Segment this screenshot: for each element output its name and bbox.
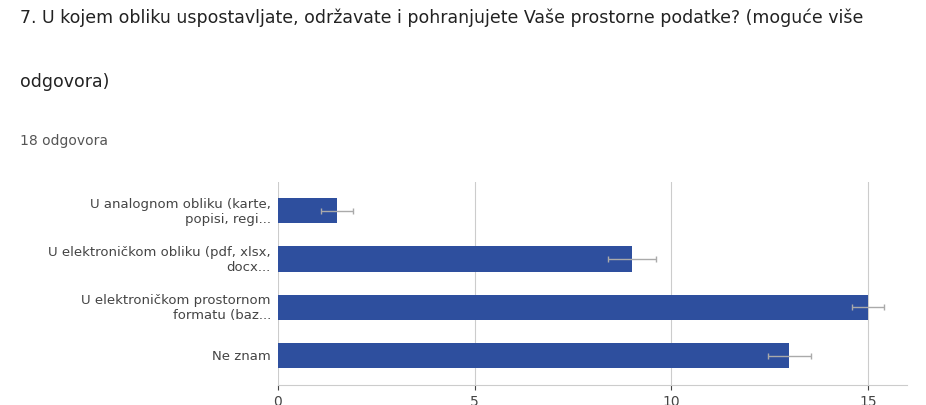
Bar [278,343,790,369]
Bar [278,198,337,224]
Text: 7. U kojem obliku uspostavljate, održavate i pohranjujete Vaše prostorne podatke: 7. U kojem obliku uspostavljate, održava… [20,8,864,27]
Text: odgovora): odgovora) [20,73,110,91]
Bar [278,247,632,272]
Text: 18 odgovora: 18 odgovora [20,134,108,147]
Bar [278,295,869,320]
